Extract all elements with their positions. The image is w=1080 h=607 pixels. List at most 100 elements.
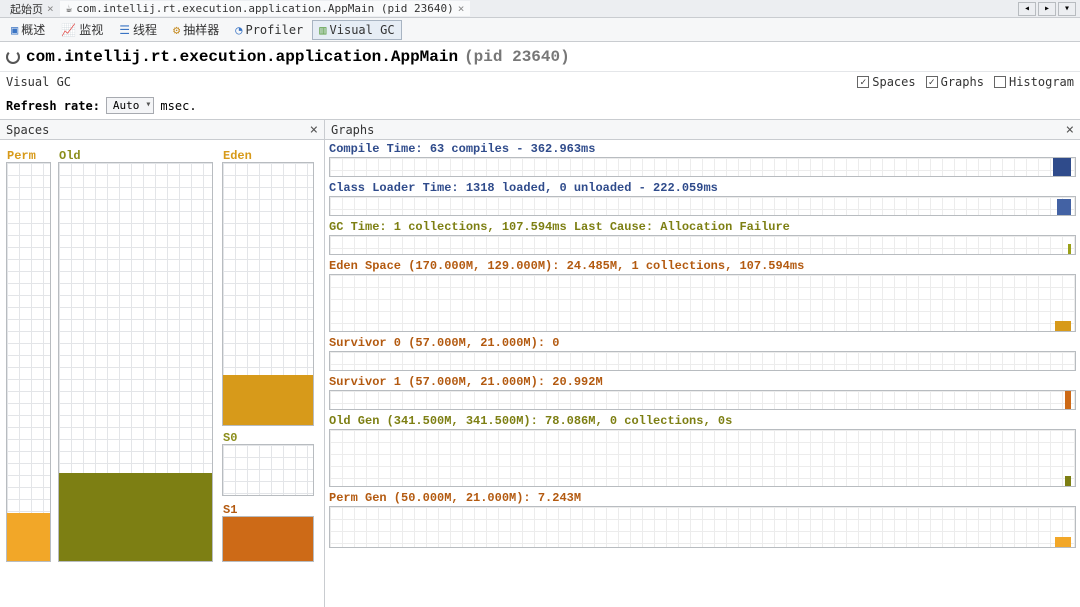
threads-button[interactable]: ☰ 线程 xyxy=(112,18,164,41)
checkbox-icon: ✓ xyxy=(857,76,869,88)
refresh-select[interactable]: Auto xyxy=(106,97,155,114)
graph-label: Eden Space (170.000M, 129.000M): 24.485M… xyxy=(329,259,1076,273)
profiler-button[interactable]: ◔ Profiler xyxy=(228,20,310,40)
label: Spaces xyxy=(872,75,915,89)
overview-icon: ▣ xyxy=(11,23,18,37)
tab-appmain[interactable]: ☕ com.intellij.rt.execution.application.… xyxy=(60,1,471,16)
space-perm: Perm xyxy=(6,162,51,562)
check-histogram[interactable]: Histogram xyxy=(994,75,1074,89)
label: Graphs xyxy=(941,75,984,89)
window-controls: ◂ ▸ ▾ xyxy=(1018,2,1076,16)
app-pid: (pid 23640) xyxy=(464,48,570,66)
close-icon[interactable]: × xyxy=(310,122,318,138)
graphs-body: Compile Time: 63 compiles - 362.963ms Cla… xyxy=(325,140,1080,607)
space-old: Old xyxy=(58,162,213,562)
content-split: Spaces × PermOldEdenS0S1 Graphs × Compil… xyxy=(0,120,1080,607)
label: 监视 xyxy=(79,21,103,38)
refresh-icon[interactable] xyxy=(6,50,20,64)
label: Visual GC xyxy=(330,23,395,37)
graph-canvas xyxy=(329,196,1076,216)
graph-bar xyxy=(1068,244,1071,254)
visualgc-button[interactable]: ▥ Visual GC xyxy=(312,20,401,40)
space-fill xyxy=(59,473,212,561)
space-label: S1 xyxy=(223,503,237,517)
panel-title: Visual GC xyxy=(6,75,71,89)
space-fill xyxy=(7,513,50,561)
label: 抽样器 xyxy=(183,21,219,38)
graph-canvas xyxy=(329,506,1076,548)
graph-label: Compile Time: 63 compiles - 362.963ms xyxy=(329,142,1076,156)
space-label: Perm xyxy=(7,149,36,163)
close-icon[interactable]: × xyxy=(1066,122,1074,138)
refresh-unit: msec. xyxy=(160,99,196,113)
tab-label: com.intellij.rt.execution.application.Ap… xyxy=(76,2,454,15)
checkbox-icon: ✓ xyxy=(926,76,938,88)
window-next-button[interactable]: ▸ xyxy=(1038,2,1056,16)
graph-label: Old Gen (341.500M, 341.500M): 78.086M, 0… xyxy=(329,414,1076,428)
tab-label: 起始页 xyxy=(10,1,43,17)
refresh-label: Refresh rate: xyxy=(6,99,100,113)
spaces-panel: Spaces × PermOldEdenS0S1 xyxy=(0,120,325,607)
sampler-button[interactable]: ⚙ 抽样器 xyxy=(166,18,226,41)
graph-row: GC Time: 1 collections, 107.594ms Last C… xyxy=(329,220,1076,255)
space-fill xyxy=(223,375,313,425)
title: Graphs xyxy=(331,123,374,137)
panel-header: Visual GC ✓ Spaces ✓ Graphs Histogram xyxy=(0,72,1080,92)
close-icon[interactable]: × xyxy=(458,2,465,15)
space-label: S0 xyxy=(223,431,237,445)
space-label: Old xyxy=(59,149,81,163)
graph-canvas xyxy=(329,157,1076,177)
threads-icon: ☰ xyxy=(119,23,130,37)
close-icon[interactable]: × xyxy=(47,2,54,15)
refresh-rate-row: Refresh rate: Auto msec. xyxy=(0,92,1080,120)
graph-label: GC Time: 1 collections, 107.594ms Last C… xyxy=(329,220,1076,234)
window-prev-button[interactable]: ◂ xyxy=(1018,2,1036,16)
graph-label: Perm Gen (50.000M, 21.000M): 7.243M xyxy=(329,491,1076,505)
tab-startpage[interactable]: 起始页 × xyxy=(4,0,60,18)
label: 概述 xyxy=(21,21,45,38)
label: Histogram xyxy=(1009,75,1074,89)
graph-canvas xyxy=(329,429,1076,487)
space-fill xyxy=(223,517,313,561)
monitor-button[interactable]: 📈 监视 xyxy=(54,18,110,41)
space-s1: S1 xyxy=(222,516,314,562)
space-s0: S0 xyxy=(222,444,314,496)
summary-bar: com.intellij.rt.execution.application.Ap… xyxy=(0,42,1080,72)
label: Profiler xyxy=(245,23,303,37)
java-icon: ☕ xyxy=(66,2,73,15)
checkbox-icon xyxy=(994,76,1006,88)
graph-bar xyxy=(1055,537,1071,547)
space-eden: Eden xyxy=(222,162,314,426)
check-graphs[interactable]: ✓ Graphs xyxy=(926,75,984,89)
space-label: Eden xyxy=(223,149,252,163)
sampler-icon: ⚙ xyxy=(173,23,180,37)
monitor-icon: 📈 xyxy=(61,23,76,37)
graph-row: Perm Gen (50.000M, 21.000M): 7.243M xyxy=(329,491,1076,548)
graph-label: Class Loader Time: 1318 loaded, 0 unload… xyxy=(329,181,1076,195)
graph-row: Survivor 1 (57.000M, 21.000M): 20.992M xyxy=(329,375,1076,410)
graph-canvas xyxy=(329,235,1076,255)
overview-button[interactable]: ▣ 概述 xyxy=(4,18,52,41)
check-spaces[interactable]: ✓ Spaces xyxy=(857,75,915,89)
spaces-header: Spaces × xyxy=(0,120,324,140)
graph-row: Survivor 0 (57.000M, 21.000M): 0 xyxy=(329,336,1076,371)
graph-canvas xyxy=(329,390,1076,410)
graph-bar xyxy=(1057,199,1071,215)
graph-row: Class Loader Time: 1318 loaded, 0 unload… xyxy=(329,181,1076,216)
label: 线程 xyxy=(133,21,157,38)
graph-bar xyxy=(1065,391,1071,409)
spaces-body: PermOldEdenS0S1 xyxy=(0,140,324,607)
toolbar: ▣ 概述 📈 监视 ☰ 线程 ⚙ 抽样器 ◔ Profiler ▥ Visual… xyxy=(0,18,1080,42)
app-name: com.intellij.rt.execution.application.Ap… xyxy=(26,48,458,66)
profiler-icon: ◔ xyxy=(235,23,242,37)
graph-label: Survivor 0 (57.000M, 21.000M): 0 xyxy=(329,336,1076,350)
graph-bar xyxy=(1053,158,1071,176)
graph-bar xyxy=(1055,321,1071,331)
window-tabbar: 起始页 × ☕ com.intellij.rt.execution.applic… xyxy=(0,0,1080,18)
graphs-panel: Graphs × Compile Time: 63 compiles - 362… xyxy=(325,120,1080,607)
graph-label: Survivor 1 (57.000M, 21.000M): 20.992M xyxy=(329,375,1076,389)
graph-row: Compile Time: 63 compiles - 362.963ms xyxy=(329,142,1076,177)
graphs-header: Graphs × xyxy=(325,120,1080,140)
graph-row: Eden Space (170.000M, 129.000M): 24.485M… xyxy=(329,259,1076,332)
window-menu-button[interactable]: ▾ xyxy=(1058,2,1076,16)
